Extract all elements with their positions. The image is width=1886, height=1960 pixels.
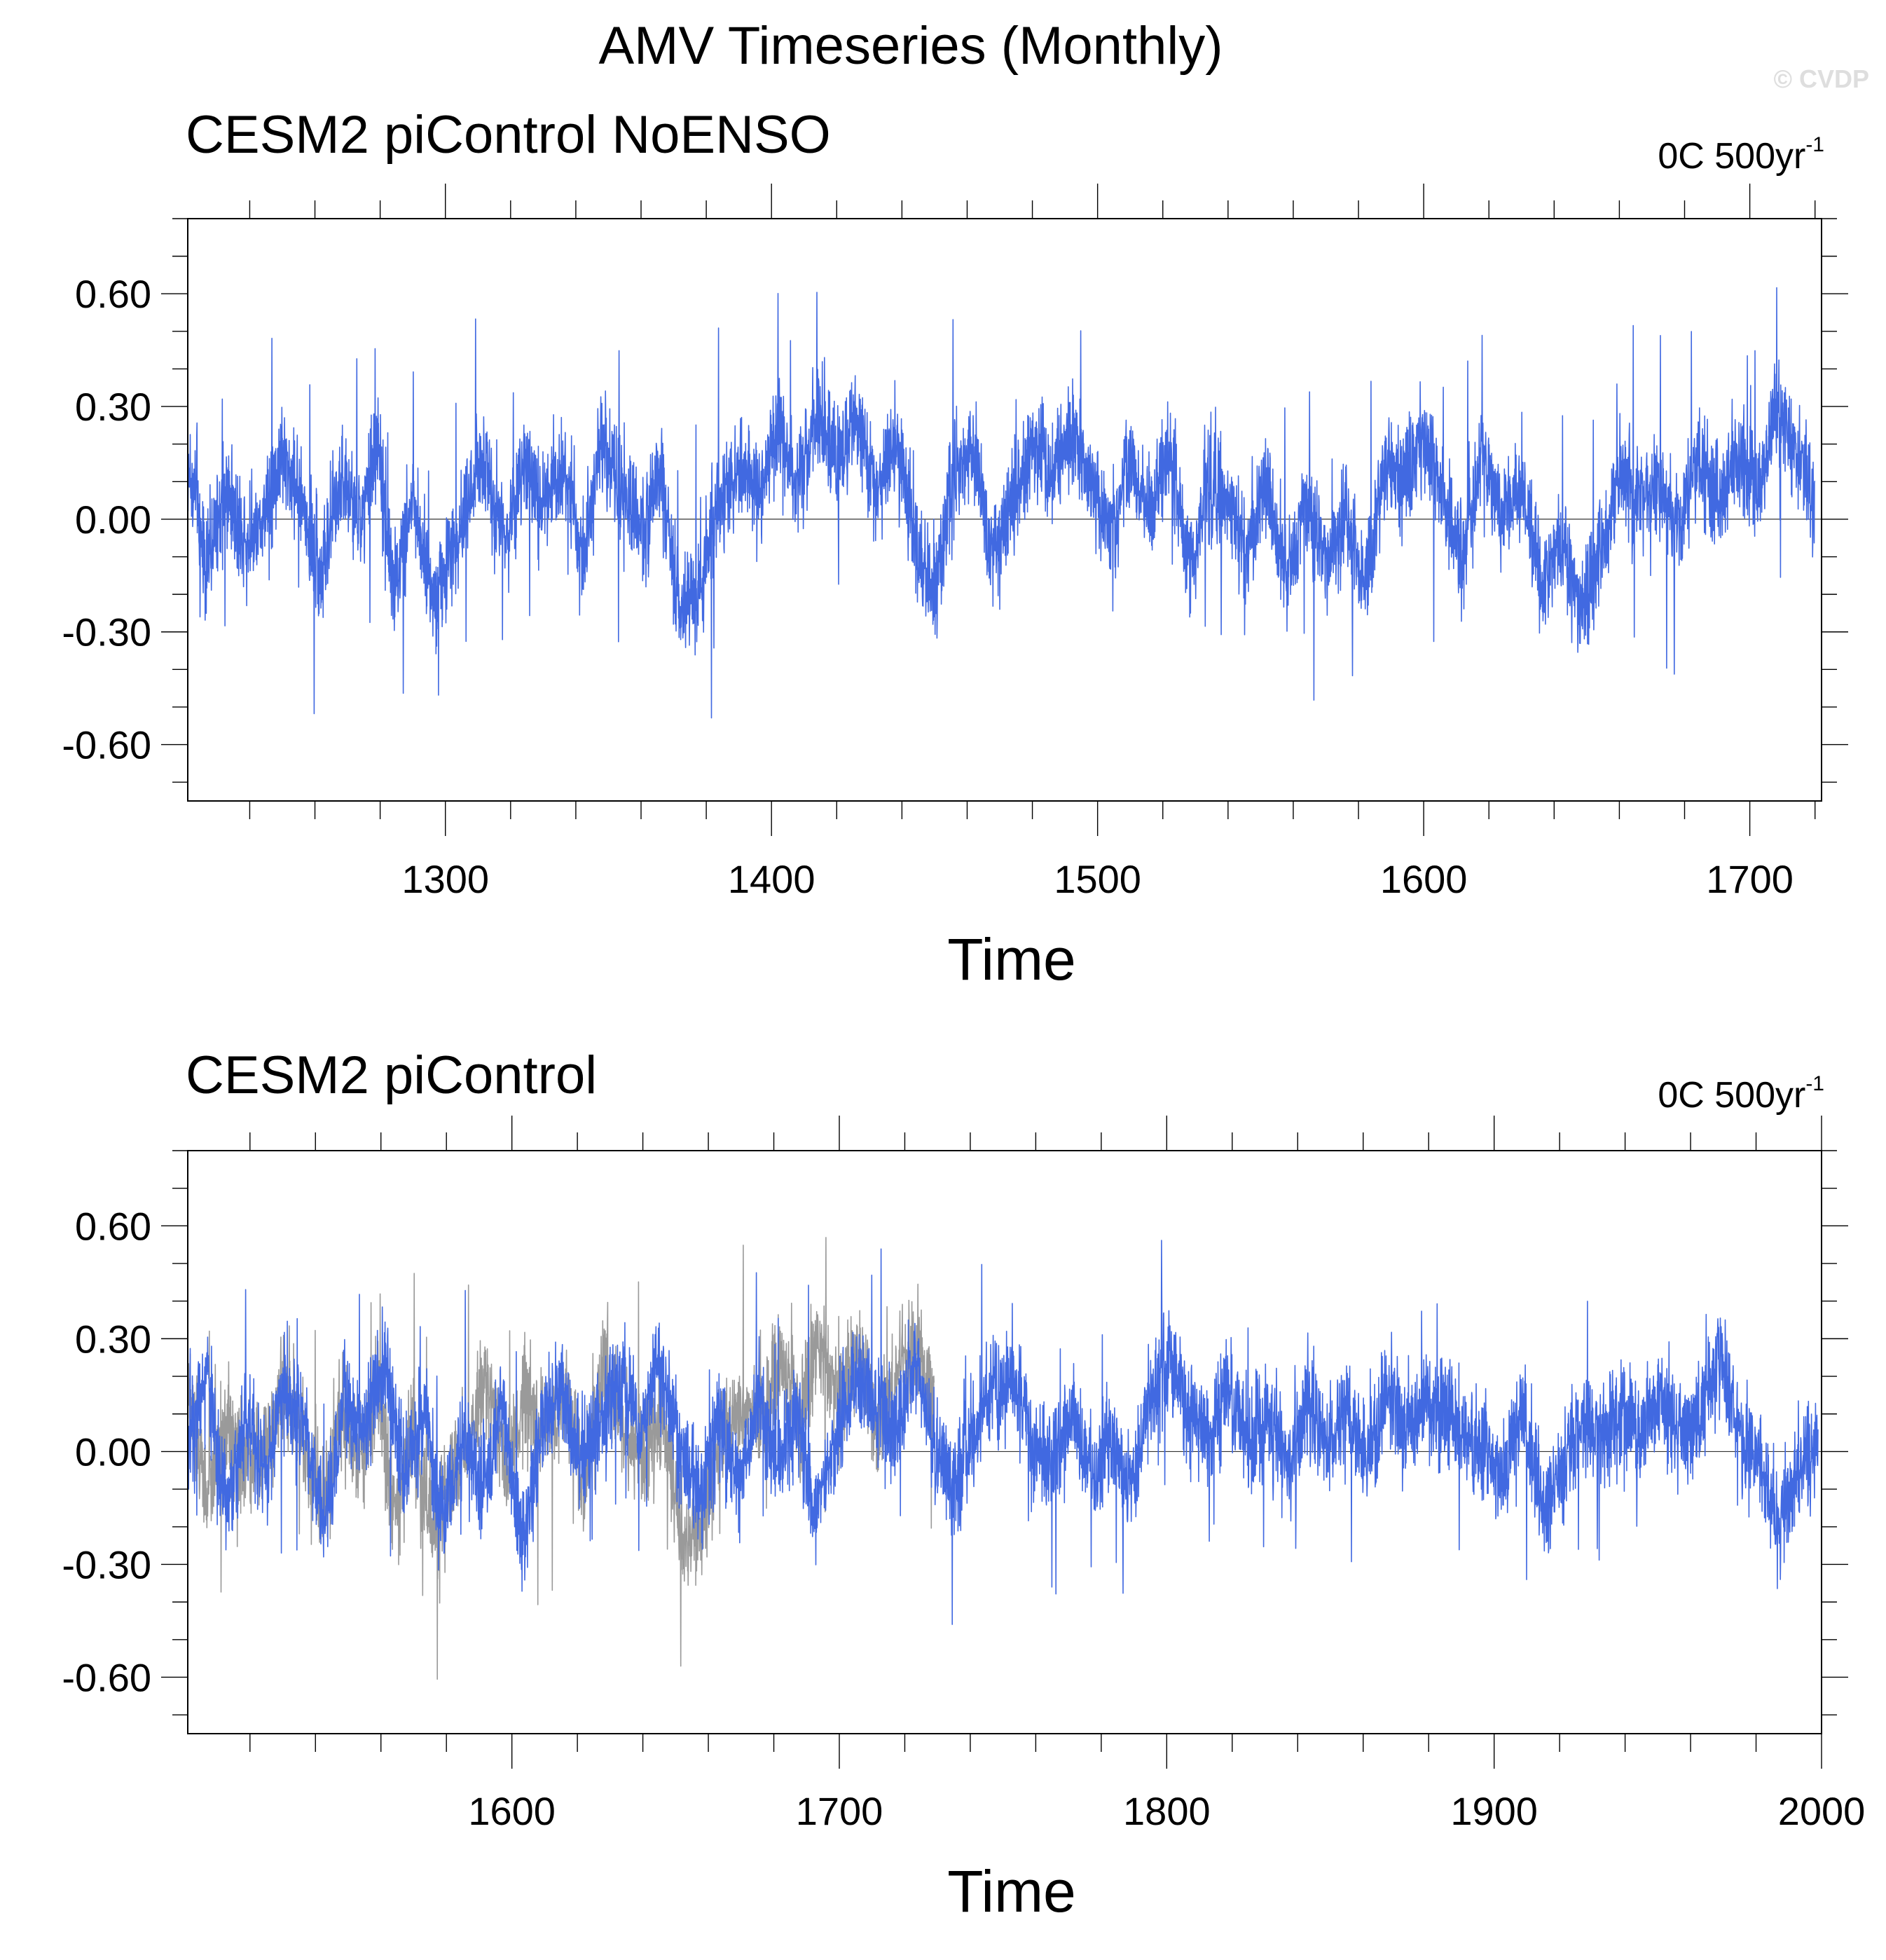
- y-tick-label: 0.60: [75, 1204, 151, 1248]
- panel-1-trend-label: 0C 500yr-1: [1658, 133, 1824, 177]
- panel-2-trend-label: 0C 500yr-1: [1658, 1072, 1824, 1116]
- plot-frame: [187, 218, 1822, 802]
- x-axis-label: Time: [947, 926, 1076, 992]
- y-tick-label: 0.30: [75, 1317, 151, 1361]
- y-tick-label: 0.30: [75, 385, 151, 429]
- x-tick-label: 1700: [796, 1789, 883, 1833]
- x-tick-label: 1700: [1706, 857, 1794, 901]
- panel-1: -0.60 -0.30 0.00 0.30 0.60 1300 1400 1500 1600 17…: [62, 184, 1848, 992]
- series-line-1: [187, 287, 1816, 719]
- x-tick-label: 1400: [728, 857, 815, 901]
- plot-frame: [187, 1150, 1822, 1734]
- panel-2-title: CESM2 piControl: [186, 1046, 598, 1105]
- y-tick-label: -0.30: [62, 1542, 151, 1586]
- x-tick-label: 1600: [468, 1789, 556, 1833]
- panel-2: -0.60 -0.30 0.00 0.30 0.60 1600 1700 1800 1900 20…: [62, 1116, 1865, 1924]
- credit-watermark: © CVDP: [1773, 64, 1869, 93]
- y-tick-label: -0.60: [62, 1655, 151, 1699]
- y-tick-label: 0.00: [75, 498, 151, 542]
- y-tick-label: 0.00: [75, 1430, 151, 1474]
- x-tick-label: 1600: [1380, 857, 1468, 901]
- x-axis-label: Time: [947, 1858, 1076, 1924]
- figure-title: AMV Timeseries (Monthly): [598, 16, 1223, 76]
- y-tick-label: -0.30: [62, 610, 151, 655]
- x-tick-label: 1300: [401, 857, 489, 901]
- panel-1-title: CESM2 piControl NoENSO: [186, 105, 831, 165]
- y-tick-label: 0.60: [75, 272, 151, 316]
- series-line-2: [187, 1240, 1819, 1625]
- x-tick-label: 1500: [1054, 857, 1141, 901]
- x-tick-label: 1900: [1450, 1789, 1538, 1833]
- x-tick-label: 1800: [1123, 1789, 1211, 1833]
- x-tick-label: 2000: [1778, 1789, 1866, 1833]
- y-tick-label: -0.60: [62, 723, 151, 767]
